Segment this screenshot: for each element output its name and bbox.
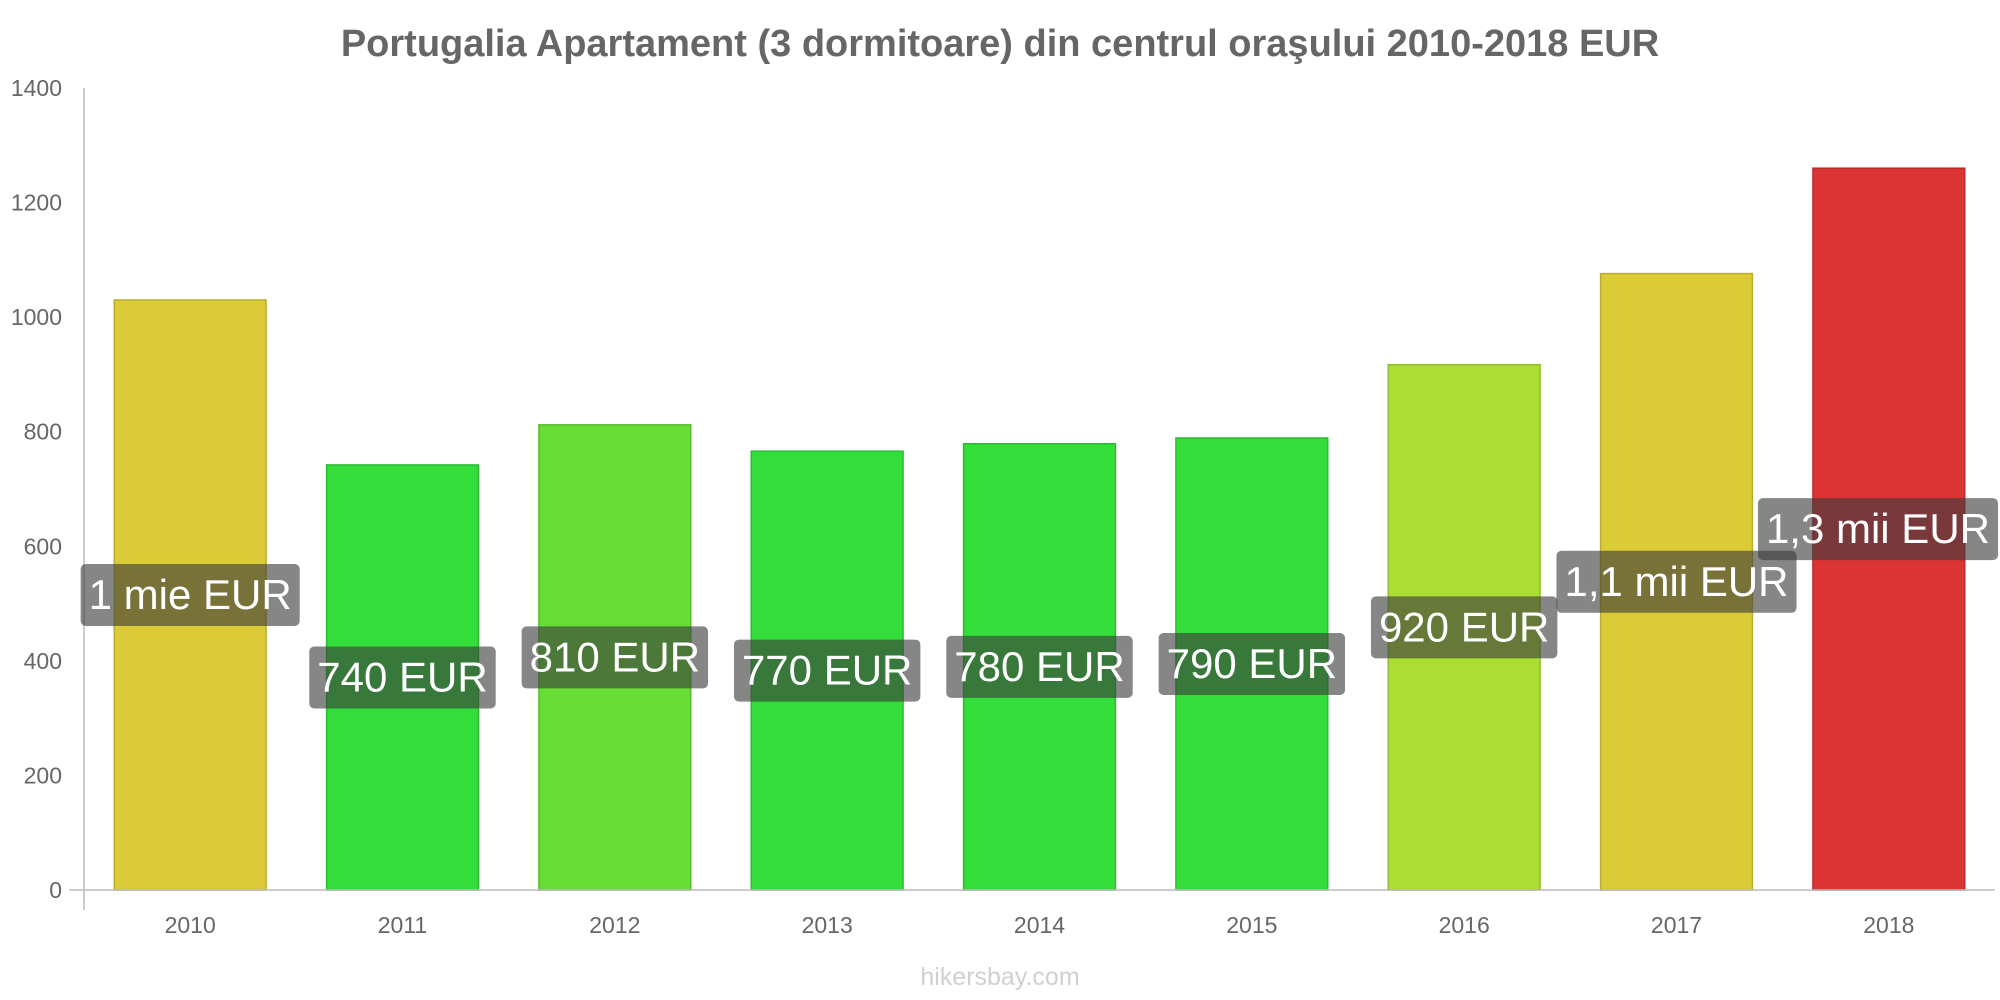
- data-label-background: [80, 563, 300, 626]
- data-label-background: [946, 635, 1133, 698]
- y-tick-label: 200: [24, 762, 62, 788]
- y-tick-label: 1400: [11, 75, 62, 101]
- data-label-text: 780 EUR: [954, 643, 1124, 690]
- x-tick-label: 2015: [1226, 912, 1277, 938]
- data-label-text: 770 EUR: [742, 647, 912, 694]
- watermark: hikersbay.com: [920, 963, 1079, 991]
- data-label-background: [1556, 550, 1797, 613]
- y-tick-label: 400: [24, 648, 62, 674]
- y-axis: 0 200 400 600 800 1000 1200 1400: [11, 75, 85, 910]
- data-label-2018: 1,3 mii EUR: [1757, 498, 1998, 561]
- data-label-text: 1,1 mii EUR: [1564, 558, 1788, 605]
- data-label-text: 1,3 mii EUR: [1766, 505, 1990, 552]
- data-label-background: [309, 646, 496, 709]
- bars-group: [113, 167, 1966, 891]
- data-label-text: 790 EUR: [1167, 640, 1337, 687]
- y-tick-label: 1200: [11, 190, 62, 216]
- data-label-text: 740 EUR: [317, 653, 487, 700]
- data-label-2016: 920 EUR: [1370, 596, 1558, 659]
- y-tick-label: 0: [49, 877, 62, 903]
- data-label-2015: 790 EUR: [1158, 633, 1346, 696]
- y-tick-label: 800: [24, 419, 62, 445]
- y-tick-label: 1000: [11, 304, 62, 330]
- data-label-2013: 770 EUR: [733, 639, 921, 702]
- y-tick-label: 600: [24, 533, 62, 559]
- data-label-background: [521, 626, 709, 689]
- data-label-background: [733, 639, 921, 702]
- data-label-text: 810 EUR: [530, 633, 700, 680]
- data-label-2017: 1,1 mii EUR: [1556, 550, 1797, 613]
- data-label-2012: 810 EUR: [521, 626, 709, 689]
- x-tick-label: 2018: [1863, 912, 1914, 938]
- data-label-2011: 740 EUR: [309, 646, 496, 709]
- data-label-background: [1370, 596, 1558, 659]
- chart-title: Portugalia Apartament (3 dormitoare) din…: [341, 23, 1659, 65]
- x-tick-label: 2014: [1014, 912, 1065, 938]
- data-labels-group: 1 mie EUR 740 EUR 810 EUR 770 EUR 780 EUR 790…: [80, 498, 1998, 709]
- x-tick-label: 2013: [802, 912, 853, 938]
- x-tick-label: 2010: [165, 912, 216, 938]
- x-axis: 2010 2011 2012 2013 2014 2015 2016 2017 2018: [69, 889, 1995, 938]
- data-label-background: [1757, 498, 1998, 561]
- data-label-text: 1 mie EUR: [89, 571, 292, 618]
- x-tick-label: 2016: [1439, 912, 1490, 938]
- data-label-text: 920 EUR: [1379, 603, 1549, 650]
- data-label-2014: 780 EUR: [946, 635, 1133, 698]
- x-tick-label: 2012: [589, 912, 640, 938]
- x-tick-label: 2017: [1651, 912, 1702, 938]
- x-tick-label: 2011: [378, 912, 427, 938]
- data-label-2010: 1 mie EUR: [80, 563, 300, 626]
- data-label-background: [1158, 633, 1346, 696]
